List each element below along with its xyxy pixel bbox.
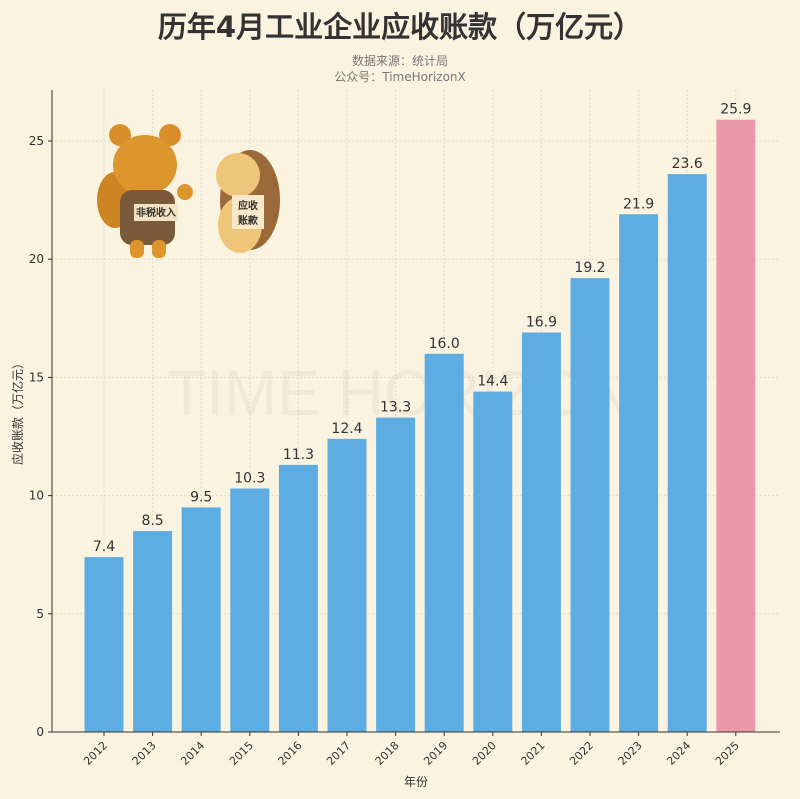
x-tick-label: 2019 [421, 739, 450, 768]
x-tick-label: 2017 [324, 739, 353, 768]
data-label-2014: 9.5 [190, 489, 212, 505]
chart-title: 历年4月工业企业应收账款（万亿元） [157, 10, 643, 44]
data-label-2020: 14.4 [477, 374, 508, 390]
bar-2018 [376, 417, 416, 732]
x-tick-label: 2015 [227, 739, 256, 768]
data-label-2022: 19.2 [574, 260, 605, 276]
y-tick-label: 20 [29, 252, 44, 266]
svg-text:非税收入: 非税收入 [136, 206, 176, 219]
bar-2022 [570, 278, 610, 732]
mascot-illustration: 非税收入 应收 账款 [97, 124, 280, 258]
data-label-2016: 11.3 [283, 447, 314, 463]
x-tick-label: 2024 [664, 739, 693, 768]
data-label-2015: 10.3 [234, 471, 265, 487]
bar-2016 [278, 464, 318, 732]
x-tick-label: 2013 [130, 739, 159, 768]
bar-2023 [619, 214, 659, 732]
data-label-2023: 21.9 [623, 196, 654, 212]
y-axis-label: 应收账款（万亿元） [10, 357, 25, 465]
data-label-2024: 23.6 [672, 156, 703, 172]
bar-2013 [133, 531, 173, 732]
data-label-2018: 13.3 [380, 400, 411, 416]
bar-2017 [327, 438, 367, 732]
bar-2024 [667, 174, 707, 732]
bar-2019 [424, 353, 464, 732]
bar-2025 [716, 119, 756, 732]
bar-2012 [84, 557, 124, 732]
x-tick-label: 2018 [373, 739, 402, 768]
bear-mascot: 非税收入 [97, 124, 193, 258]
y-tick-label: 10 [29, 489, 44, 503]
x-tick-label: 2014 [178, 739, 207, 768]
account-note: 公众号：TimeHorizonX [334, 70, 466, 84]
x-tick-label: 2020 [470, 739, 499, 768]
bar-2014 [181, 507, 221, 732]
data-label-2013: 8.5 [141, 513, 163, 529]
svg-text:账款: 账款 [238, 214, 259, 227]
x-tick-label: 2023 [616, 739, 645, 768]
x-tick-label: 2025 [713, 739, 742, 768]
y-tick-label: 0 [36, 725, 44, 739]
bar-2020 [473, 391, 513, 732]
x-axis-label: 年份 [404, 775, 428, 789]
hedgehog-mascot: 应收 账款 [216, 150, 280, 253]
x-tick-label: 2022 [567, 739, 596, 768]
data-label-2017: 12.4 [331, 421, 362, 437]
x-tick-label: 2012 [81, 739, 110, 768]
bar-2021 [521, 332, 561, 732]
data-label-2021: 16.9 [526, 314, 557, 330]
x-tick-label: 2016 [276, 739, 305, 768]
data-label-2012: 7.4 [93, 539, 115, 555]
y-tick-label: 25 [29, 134, 44, 148]
source-note: 数据来源：统计局 [351, 54, 448, 68]
bar-2015 [230, 488, 270, 732]
x-tick-label: 2021 [519, 739, 548, 768]
data-label-2025: 25.9 [720, 102, 751, 118]
y-tick-label: 5 [36, 607, 44, 621]
svg-text:应收: 应收 [238, 199, 258, 212]
y-tick-label: 15 [29, 370, 44, 384]
data-label-2019: 16.0 [429, 336, 460, 352]
